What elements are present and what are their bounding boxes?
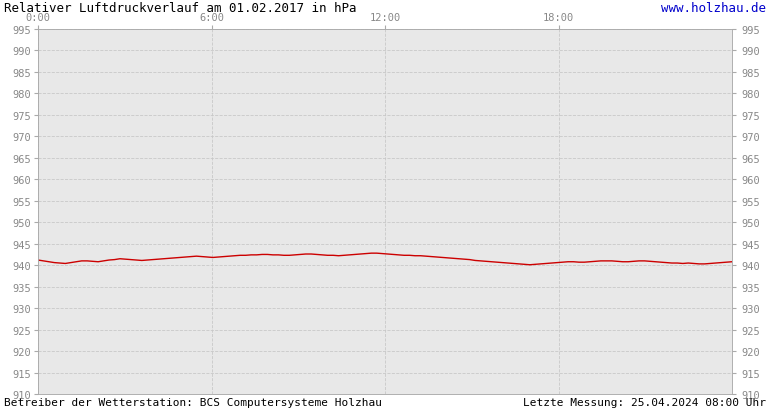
Text: Betreiber der Wetterstation: BCS Computersysteme Holzhau: Betreiber der Wetterstation: BCS Compute… (4, 397, 382, 407)
Text: www.holzhau.de: www.holzhau.de (661, 2, 766, 15)
Text: Letzte Messung: 25.04.2024 08:00 Uhr: Letzte Messung: 25.04.2024 08:00 Uhr (523, 397, 766, 407)
Text: Relativer Luftdruckverlauf am 01.02.2017 in hPa: Relativer Luftdruckverlauf am 01.02.2017… (4, 2, 357, 15)
